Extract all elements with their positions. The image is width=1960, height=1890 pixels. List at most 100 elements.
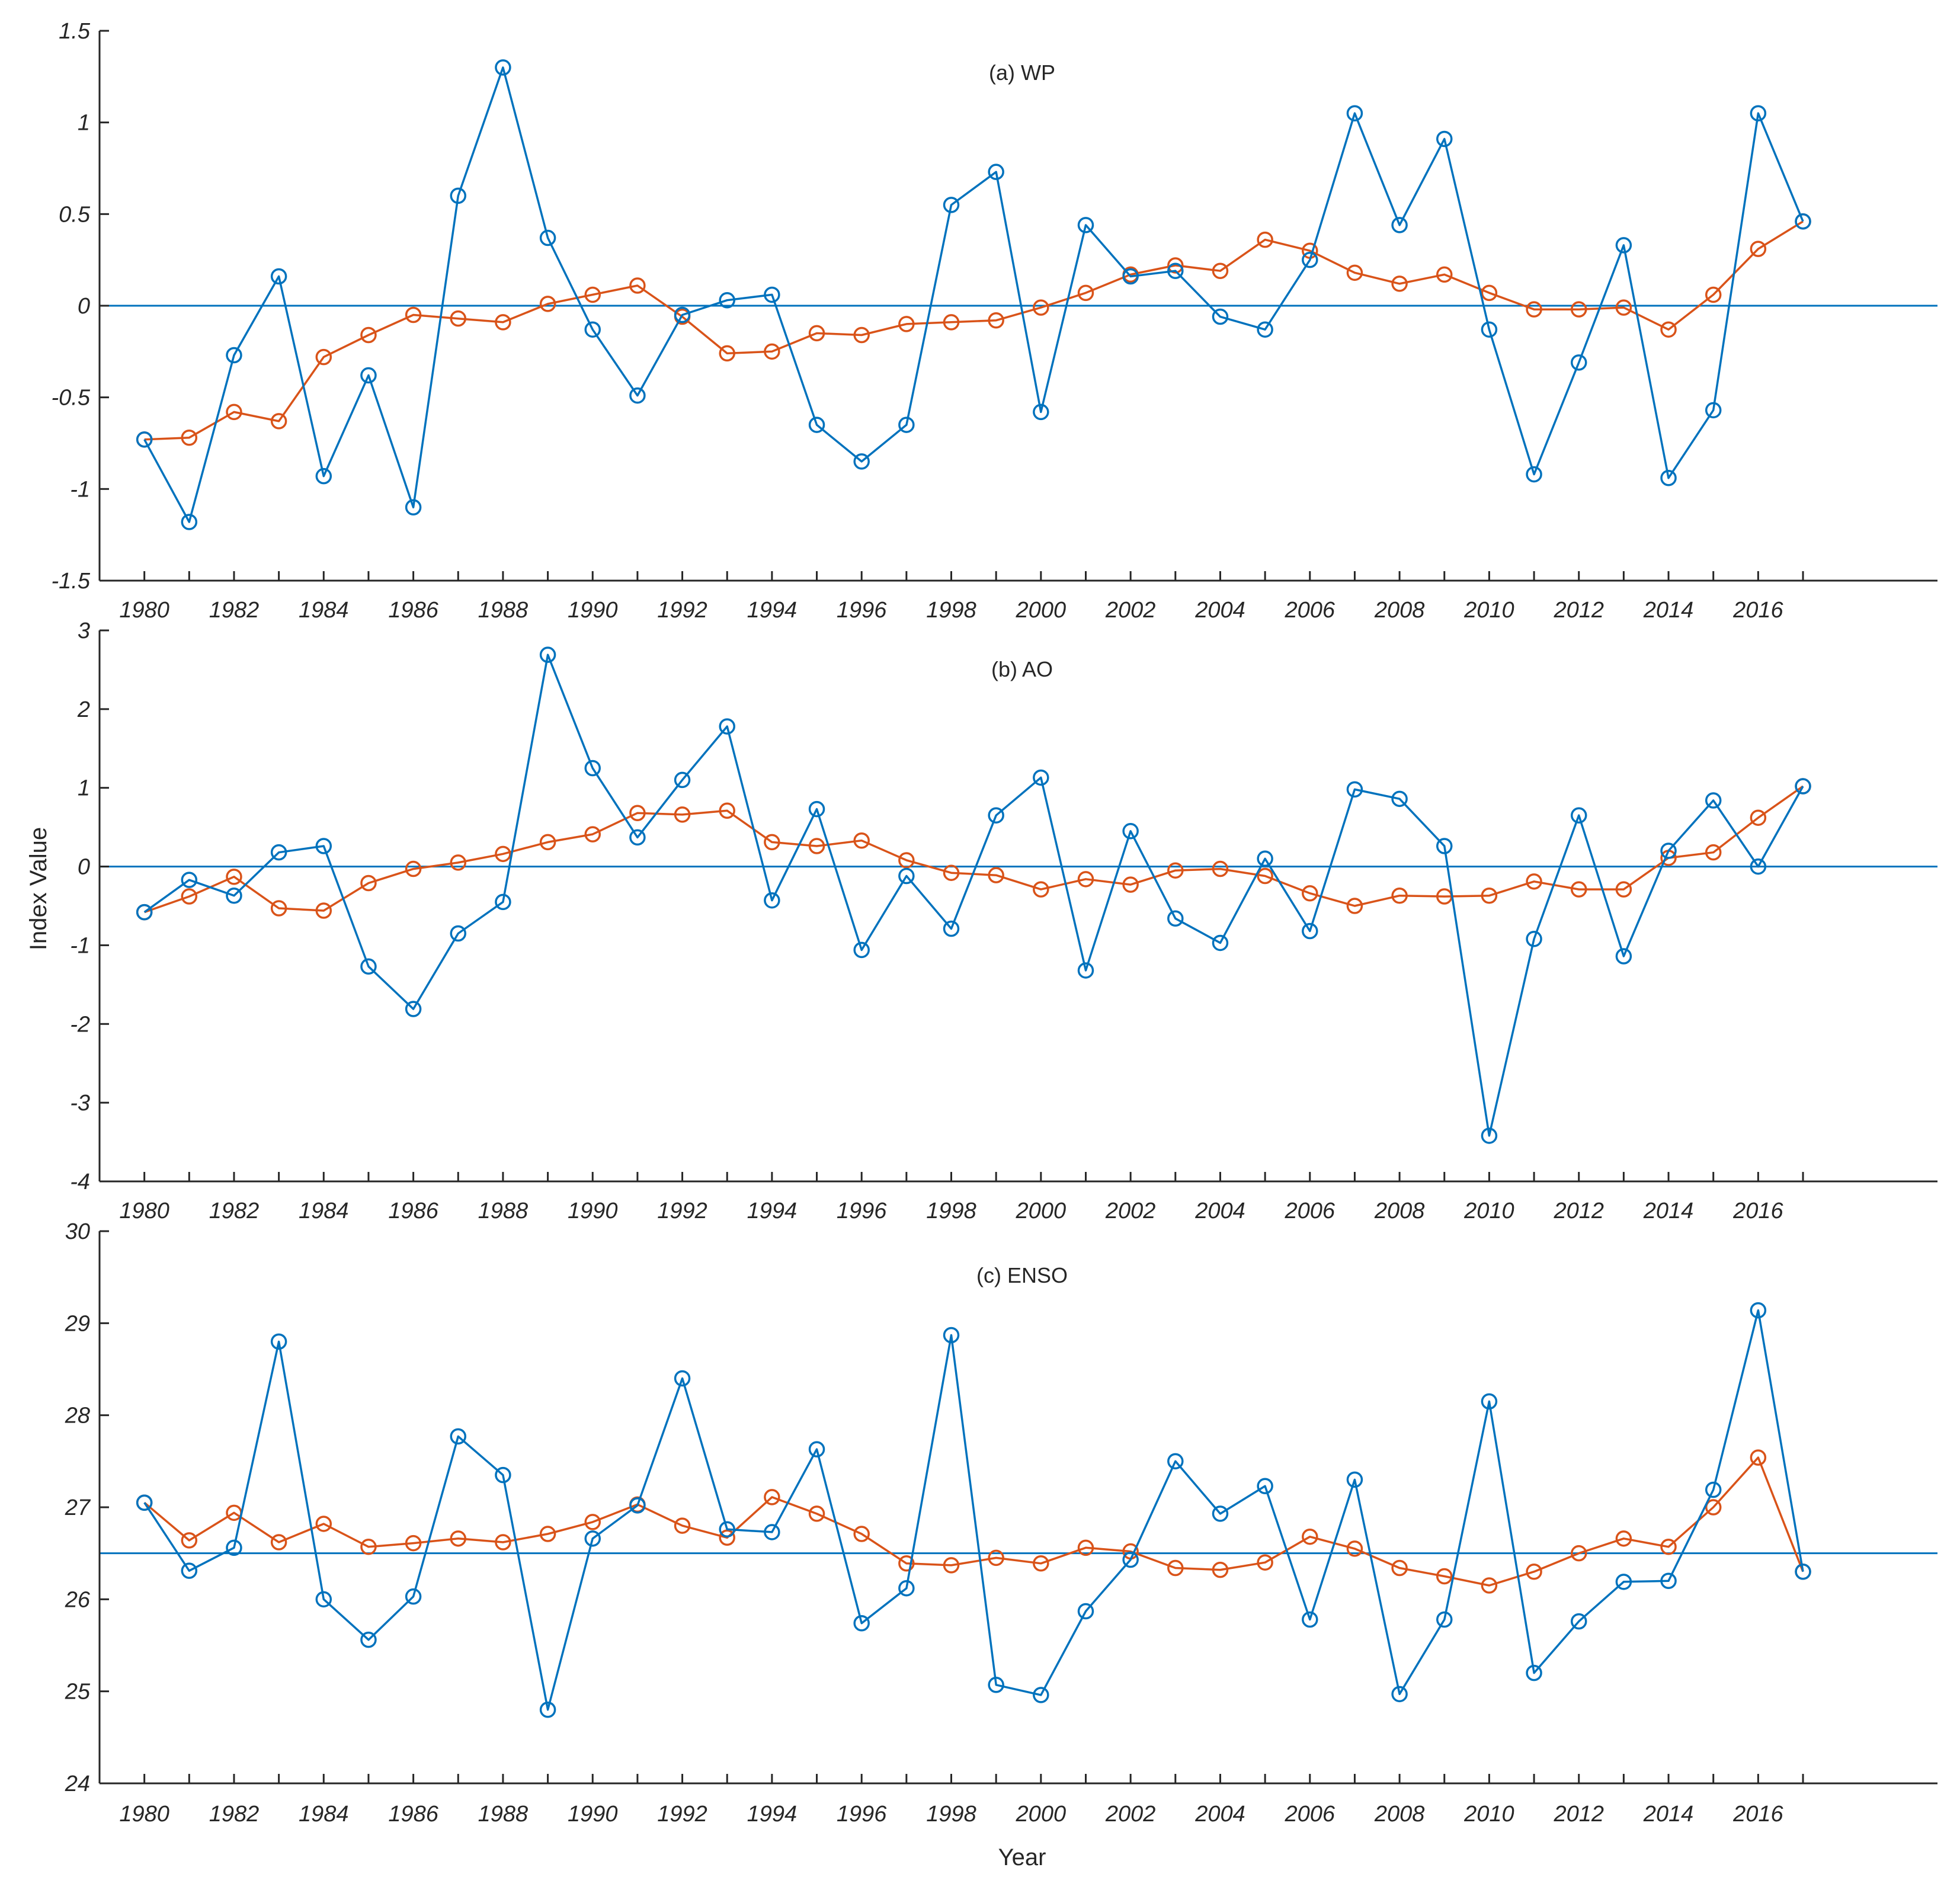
x-tick-label-wp: 2016 <box>1732 598 1783 623</box>
point-smoothed-ao <box>808 838 825 854</box>
y-tick-label-enso: 25 <box>65 1680 91 1705</box>
point-smoothed-enso <box>853 1526 870 1542</box>
point-smoothed-enso <box>1526 1563 1542 1580</box>
x-tick-label-ao: 1996 <box>837 1199 887 1223</box>
point-smoothed-wp <box>495 314 511 331</box>
point-smoothed-enso <box>1436 1568 1453 1585</box>
point-smoothed-wp <box>1436 266 1453 283</box>
point-smoothed-wp <box>629 277 646 294</box>
x-axis-label: Year <box>998 1844 1046 1870</box>
point-smoothed-ao <box>1257 867 1273 885</box>
y-tick-label-wp: 0 <box>78 294 90 319</box>
point-raw-ao <box>1077 962 1094 979</box>
x-tick-label-ao: 2010 <box>1463 1199 1514 1223</box>
point-smoothed-ao <box>764 834 780 851</box>
point-raw-wp <box>719 291 735 309</box>
point-raw-ao <box>584 760 601 777</box>
point-smoothed-ao <box>181 888 198 905</box>
point-raw-ao <box>1705 792 1722 809</box>
point-smoothed-wp <box>539 296 556 312</box>
point-raw-wp <box>1077 217 1094 233</box>
point-smoothed-enso <box>674 1517 691 1534</box>
point-raw-ao <box>315 838 332 854</box>
point-raw-enso <box>315 1591 332 1608</box>
point-raw-ao <box>764 892 780 909</box>
x-tick-label-wp: 1988 <box>478 598 529 623</box>
point-raw-enso <box>1750 1302 1767 1319</box>
point-smoothed-enso <box>898 1555 915 1572</box>
point-smoothed-enso <box>988 1549 1004 1567</box>
point-raw-ao <box>853 941 870 959</box>
panel-enso: 24 25 26 27 28 29 30 1980 1982 1984 1986 1988 1990 19… <box>65 1219 1937 1827</box>
x-tick-label-enso: 1980 <box>119 1802 169 1827</box>
point-smoothed-wp <box>898 316 915 332</box>
point-smoothed-wp <box>226 403 242 421</box>
point-raw-ao <box>1660 843 1677 859</box>
point-raw-wp <box>1615 237 1632 254</box>
x-tick-label-ao: 1992 <box>657 1199 707 1223</box>
point-raw-ao <box>136 904 153 921</box>
point-smoothed-wp <box>1391 276 1408 292</box>
point-smoothed-enso <box>719 1529 735 1546</box>
point-raw-ao <box>181 872 198 888</box>
y-tick-label-enso: 24 <box>65 1772 90 1796</box>
point-smoothed-ao <box>1615 881 1632 898</box>
point-smoothed-enso <box>764 1489 780 1505</box>
y-tick-label-wp: 0.5 <box>59 202 91 227</box>
x-tick-label-ao: 2014 <box>1643 1199 1694 1223</box>
point-raw-wp <box>1570 354 1587 371</box>
x-tick-label-enso: 2000 <box>1016 1802 1067 1827</box>
point-raw-ao <box>808 800 825 818</box>
point-raw-enso <box>808 1441 825 1457</box>
y-axis-label: Index Value <box>25 827 52 950</box>
point-smoothed-enso <box>1750 1449 1767 1466</box>
point-raw-wp <box>360 367 377 384</box>
point-raw-wp <box>226 347 242 364</box>
point-raw-enso <box>674 1370 691 1387</box>
point-smoothed-wp <box>1167 257 1184 274</box>
x-tick-label-ao: 2000 <box>1016 1199 1067 1223</box>
point-smoothed-ao <box>1391 887 1408 904</box>
x-tick-label-ao: 2012 <box>1553 1199 1604 1223</box>
y-tick-label-enso: 28 <box>65 1404 90 1428</box>
point-smoothed-enso <box>1212 1561 1229 1578</box>
point-smoothed-ao <box>1705 844 1722 861</box>
x-tick-label-enso: 1988 <box>478 1802 529 1827</box>
point-smoothed-ao <box>853 832 870 849</box>
point-smoothed-enso <box>943 1557 960 1574</box>
point-raw-ao <box>405 1001 422 1017</box>
x-tick-label-wp: 1982 <box>209 598 260 623</box>
point-smoothed-ao <box>270 900 287 917</box>
y-tick-label-enso: 29 <box>65 1311 90 1336</box>
x-tick-label-enso: 2008 <box>1374 1802 1425 1827</box>
point-raw-wp <box>853 453 870 470</box>
point-raw-enso <box>1436 1611 1453 1628</box>
point-raw-enso <box>270 1333 287 1350</box>
y-tick-label-enso: 30 <box>65 1219 90 1244</box>
x-tick-label-enso: 2004 <box>1194 1802 1245 1827</box>
point-raw-enso <box>1212 1505 1229 1522</box>
x-tick-label-ao: 1984 <box>299 1199 349 1223</box>
point-raw-wp <box>1167 262 1184 279</box>
x-tick-label-enso: 2006 <box>1285 1802 1336 1827</box>
point-smoothed-ao <box>943 864 960 881</box>
point-smoothed-wp <box>943 314 960 331</box>
point-smoothed-ao <box>1167 862 1184 879</box>
point-smoothed-wp <box>1077 284 1094 302</box>
point-smoothed-ao <box>1570 881 1587 898</box>
panel-ao: -4 -3 -2 -1 0 1 2 3 1980 1982 1984 1986 1988 1990 1992… <box>70 619 1937 1223</box>
point-raw-wp <box>1660 470 1677 486</box>
panel-title-wp: (a) WP <box>989 60 1055 85</box>
point-raw-ao <box>1570 807 1587 824</box>
point-raw-wp <box>988 164 1004 180</box>
point-smoothed-ao <box>1481 887 1498 904</box>
point-raw-enso <box>1122 1551 1139 1568</box>
x-tick-label-wp: 2000 <box>1016 598 1067 623</box>
point-smoothed-wp <box>1660 321 1677 338</box>
x-tick-label-ao: 2016 <box>1732 1199 1783 1223</box>
x-tick-label-enso: 1996 <box>837 1802 887 1827</box>
point-raw-wp <box>764 286 780 303</box>
point-smoothed-ao <box>360 874 377 892</box>
point-raw-ao <box>1122 823 1139 840</box>
point-raw-enso <box>1705 1481 1722 1498</box>
